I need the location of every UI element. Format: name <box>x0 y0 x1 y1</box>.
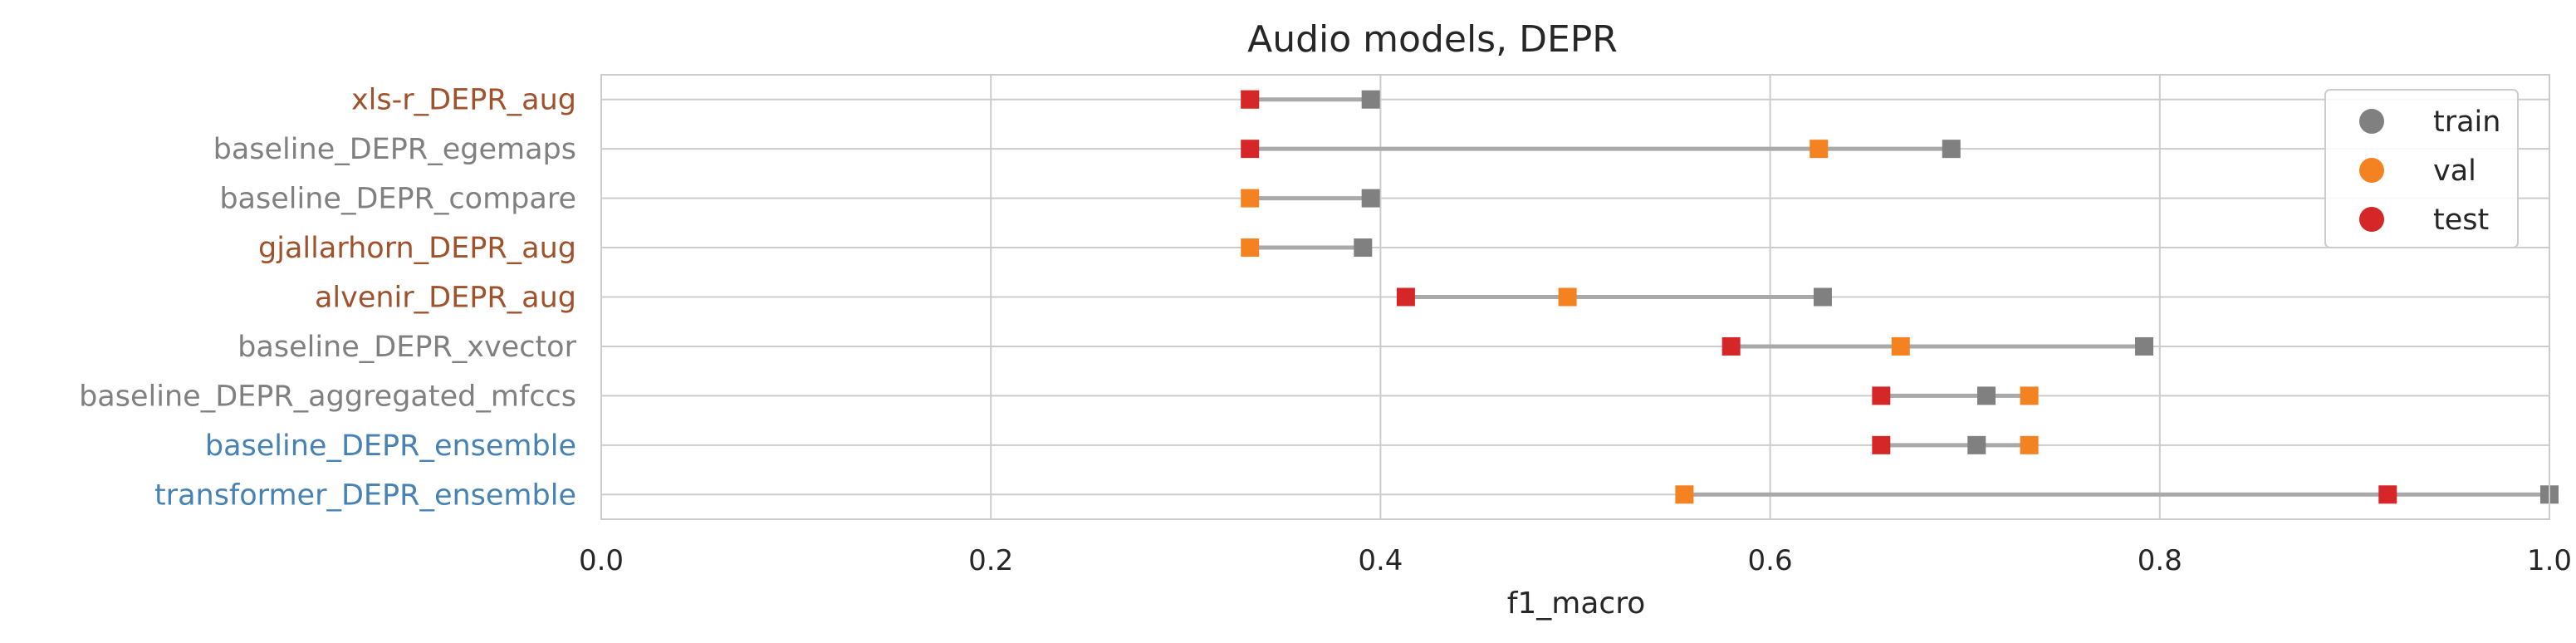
marker-val <box>2020 386 2039 405</box>
marker-test <box>1241 140 1260 159</box>
y-axis-labels: xls-r_DEPR_aug baseline_DEPR_egemapsbasel… <box>79 84 577 513</box>
x-tick-label: 0.6 <box>1748 544 1793 577</box>
legend-marker-val <box>2359 158 2384 183</box>
marker-train <box>1354 238 1373 258</box>
legend: train val test <box>2324 89 2519 248</box>
marker-test <box>1396 287 1415 307</box>
y-tick-label: baseline_DEPR_compare <box>219 183 576 216</box>
x-axis-ticks: 0.0 0.2 0.4 0.6 0.8 1.0 <box>579 544 2572 577</box>
legend-marker-train <box>2359 109 2384 134</box>
marker-test <box>2378 485 2397 504</box>
x-tick-label: 0.8 <box>2138 544 2182 577</box>
marker-val <box>1810 140 1829 159</box>
legend-label-train: train <box>2433 106 2500 139</box>
y-tick-label: gjallarhorn_DEPR_aug <box>258 232 576 265</box>
marker-train <box>1813 287 1832 307</box>
legend-label-val: val <box>2433 155 2476 188</box>
marker-train <box>2135 336 2154 356</box>
x-tick-label: 1.0 <box>2527 544 2572 577</box>
legend-marker-test <box>2359 207 2384 232</box>
x-axis-label: f1_macro <box>1507 587 1646 621</box>
y-tick-label: baseline_DEPR_aggregated_mfccs <box>79 380 576 413</box>
marker-val <box>2020 435 2039 454</box>
marker-train <box>1942 140 1961 159</box>
x-tick-label: 0.0 <box>579 544 624 577</box>
marker-test <box>1721 336 1741 356</box>
chart-title: Audio models, DEPR <box>1247 18 1618 61</box>
x-tick-label: 0.2 <box>968 544 1013 577</box>
y-tick-label: alvenir_DEPR_aug <box>315 282 576 315</box>
marker-train <box>1361 189 1380 208</box>
marker-val <box>1891 336 1910 356</box>
marker-train <box>1361 90 1380 109</box>
x-tick-label: 0.4 <box>1358 544 1403 577</box>
marker-train <box>1967 435 1986 454</box>
plot-frame <box>600 74 2550 520</box>
y-tick-label: transformer_DEPR_ensemble <box>154 479 576 512</box>
marker-val <box>1675 485 1694 504</box>
y-tick-label: baseline_DEPR_egemaps <box>213 133 576 166</box>
marker-test <box>1872 435 1891 454</box>
marker-val <box>1558 287 1577 307</box>
range-lines <box>1250 97 2549 497</box>
marker-val <box>1241 189 1260 208</box>
marker-test <box>1241 90 1260 109</box>
marker-test <box>1872 386 1891 405</box>
y-tick-label: baseline_DEPR_ensemble <box>205 429 576 463</box>
markers <box>1241 90 2559 504</box>
y-tick-label: xls-r_DEPR_aug <box>351 84 576 117</box>
legend-label-test: test <box>2433 204 2489 237</box>
marker-val <box>1241 238 1260 258</box>
y-tick-label: baseline_DEPR_xvector <box>238 331 576 364</box>
marker-train <box>1977 386 1996 405</box>
